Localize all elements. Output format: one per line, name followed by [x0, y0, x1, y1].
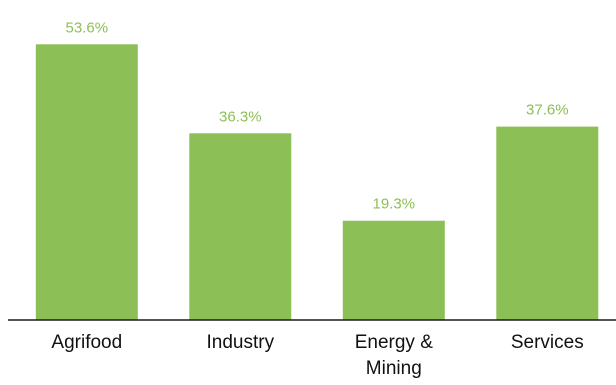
- value-label-0: 53.6%: [66, 19, 109, 36]
- category-label-1: Industry: [207, 332, 275, 353]
- category-label-line: Energy &: [355, 332, 433, 353]
- category-label-line: Services: [511, 332, 584, 353]
- category-label-line: Mining: [366, 358, 422, 379]
- value-labels-group: 53.6% 36.3% 19.3% 37.6%: [66, 19, 569, 212]
- bar-1: [189, 133, 292, 320]
- value-label-2: 19.3%: [373, 196, 416, 213]
- value-label-3: 37.6%: [526, 102, 569, 119]
- bar-3: [496, 126, 599, 320]
- category-label-0: Agrifood: [51, 332, 122, 353]
- category-label-line: Industry: [207, 332, 275, 353]
- bar-2: [342, 220, 445, 320]
- category-label-2: Energy & Mining: [355, 332, 433, 379]
- category-label-line: Agrifood: [51, 332, 122, 353]
- category-label-3: Services: [511, 332, 584, 353]
- value-label-1: 36.3%: [219, 108, 262, 125]
- bars-group: [35, 44, 599, 321]
- bar-0: [35, 44, 138, 321]
- category-labels-group: Agrifood Industry Energy & Mining Services: [51, 332, 583, 379]
